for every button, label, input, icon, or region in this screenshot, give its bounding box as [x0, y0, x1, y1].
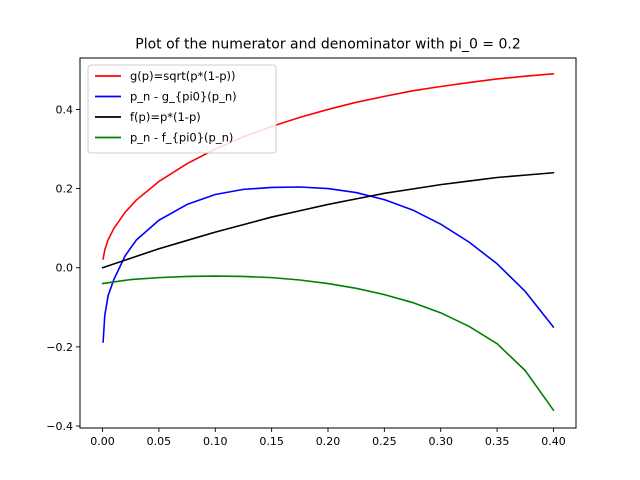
x-tick-label: 0.40: [541, 435, 566, 448]
x-tick-label: 0.10: [203, 435, 228, 448]
legend-box: [87, 64, 277, 154]
series-line-3: [101, 171, 555, 269]
x-tick-label: 0.15: [259, 435, 284, 448]
y-tick-label: −0.2: [46, 341, 73, 354]
y-tick-label: −0.4: [46, 420, 73, 433]
legend-label: p_n - g_{pi0}(p_n): [130, 90, 237, 104]
legend-label: g(p)=sqrt(p*(1-p)): [130, 69, 236, 83]
legend-label: p_n - f_{pi0}(p_n): [130, 131, 233, 145]
series-line-4: [101, 275, 555, 411]
x-tick-label: 0.05: [147, 435, 172, 448]
y-tick-label: 0.4: [56, 103, 74, 116]
x-tick-label: 0.20: [316, 435, 341, 448]
y-tick-label: 0.0: [56, 262, 74, 275]
x-tick-label: 0.35: [485, 435, 510, 448]
legend: g(p)=sqrt(p*(1-p)) p_n - g_{pi0}(p_n) f(p)…: [87, 64, 277, 154]
x-tick-label: 0.25: [372, 435, 397, 448]
y-axis: −0.4 −0.2 0.0 0.2 0.4: [46, 103, 80, 433]
chart-title: Plot of the numerator and denominator wi…: [135, 37, 521, 53]
x-axis: 0.00 0.05 0.10 0.15 0.20 0.25 0.30 0.35 0.40: [90, 428, 566, 448]
legend-label: f(p)=p*(1-p): [130, 110, 201, 124]
x-tick-label: 0.00: [90, 435, 115, 448]
y-tick-label: 0.2: [56, 183, 74, 196]
x-tick-label: 0.30: [428, 435, 453, 448]
series-line-2: [102, 186, 555, 343]
